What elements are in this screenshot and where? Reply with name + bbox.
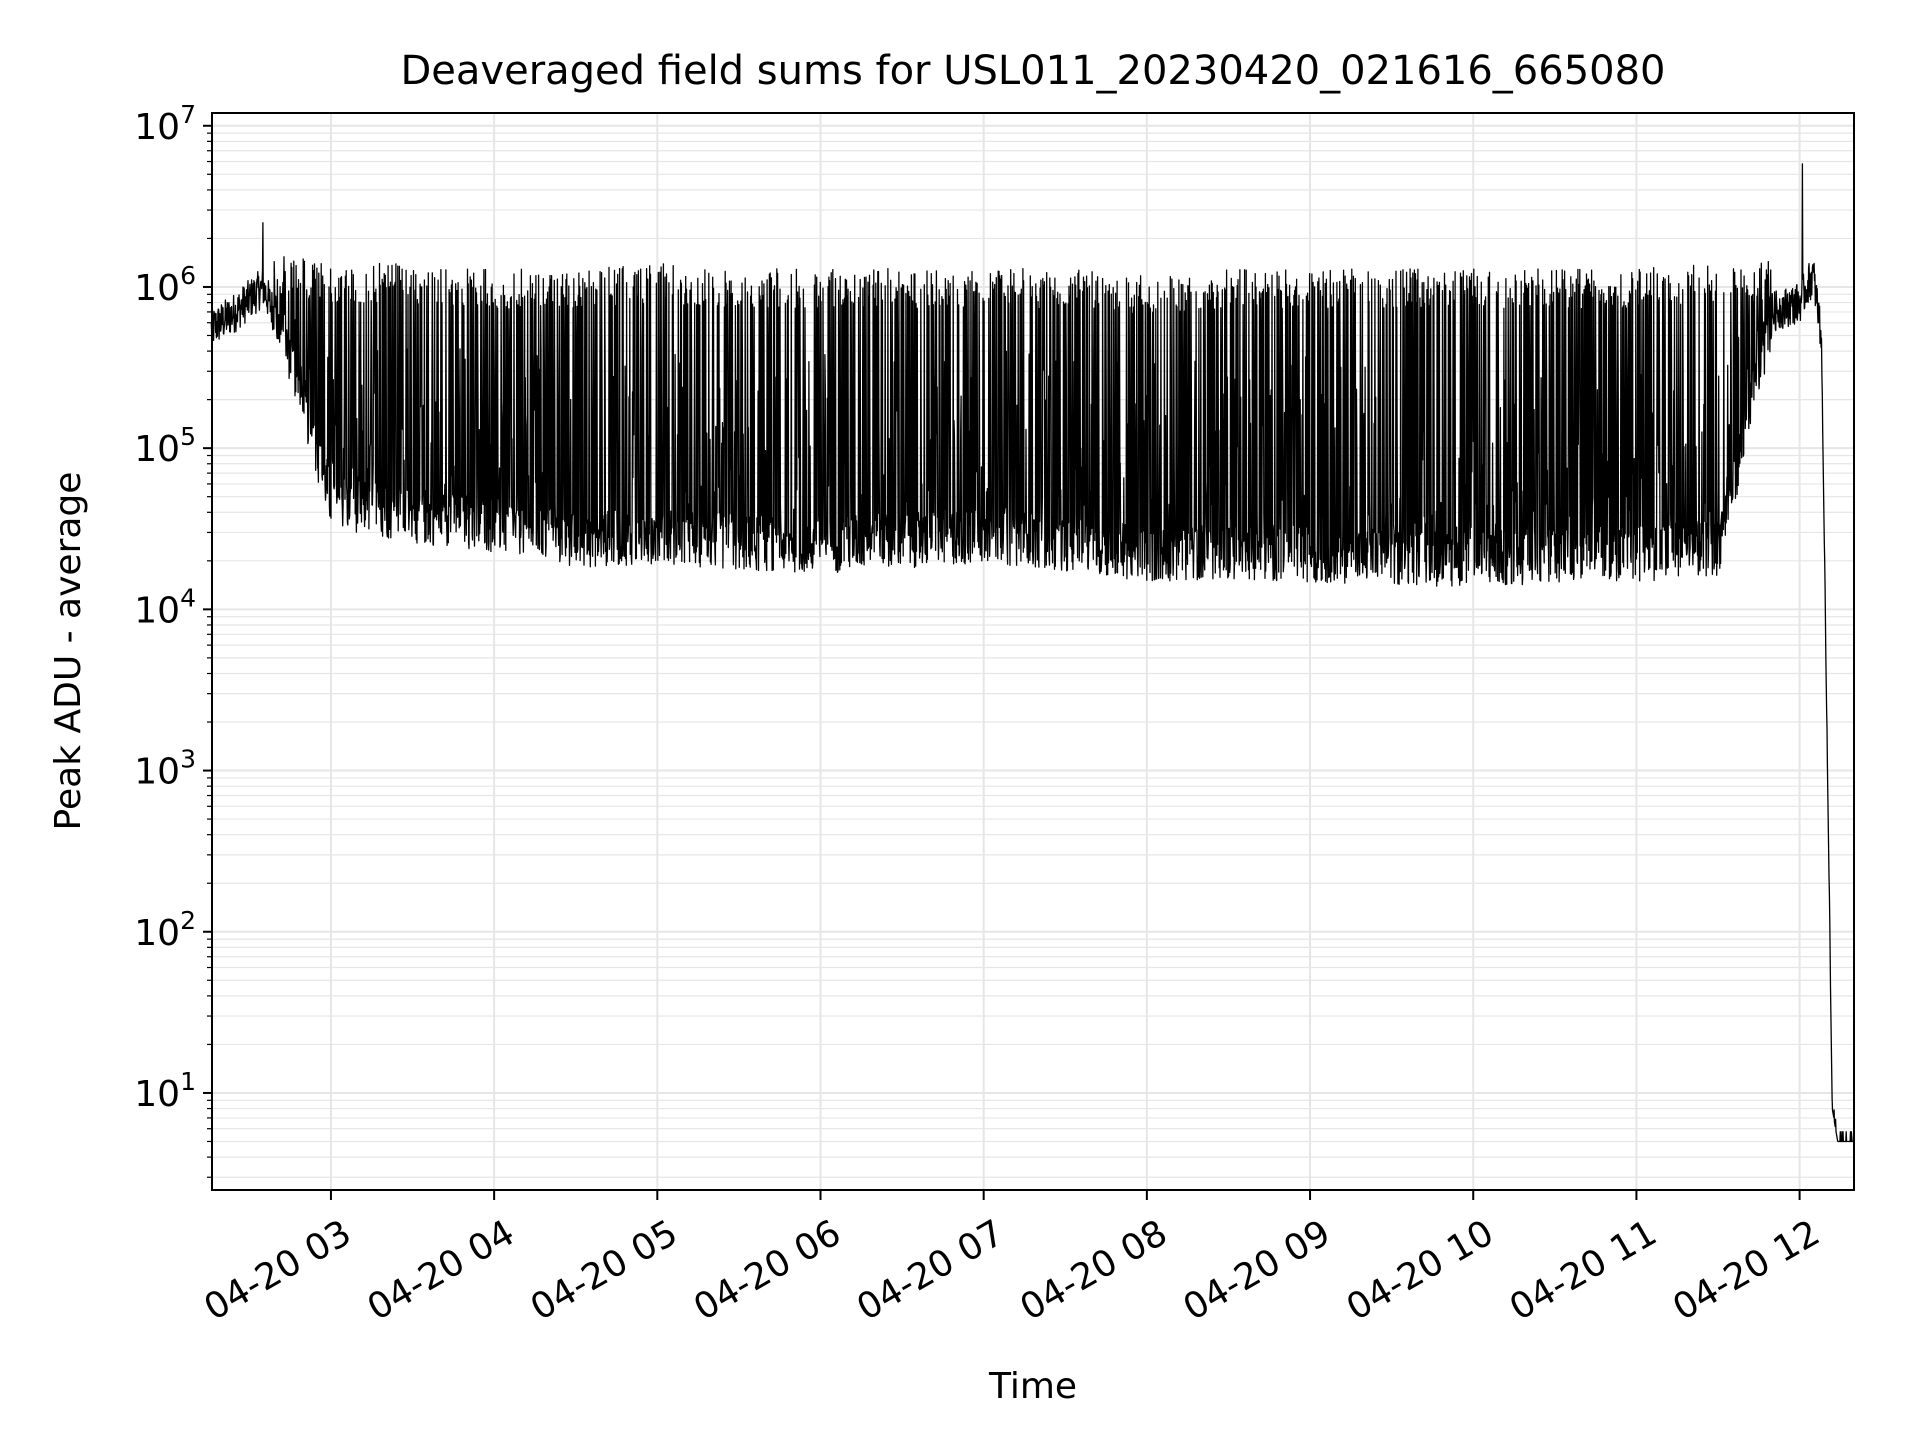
- series-line: [210, 163, 1855, 1143]
- y-axis-label: Peak ADU - average: [48, 472, 89, 831]
- plot-area-frame: [211, 112, 1855, 1191]
- y-tick-label: 102: [134, 906, 196, 954]
- y-tick-label: 107: [134, 100, 196, 148]
- y-tick-label: 101: [134, 1067, 196, 1115]
- chart-title: Deaveraged field sums for USL011_2023042…: [401, 48, 1666, 94]
- y-tick-label: 103: [134, 745, 196, 793]
- y-tick-label: 106: [134, 261, 196, 309]
- y-axis: 101 102 103 104 105 106 107: [134, 100, 212, 1178]
- series-layer: [210, 163, 1855, 1143]
- y-tick-label: 105: [134, 422, 196, 470]
- y-tick-label: 104: [134, 583, 196, 631]
- x-axis-label: Time: [988, 1366, 1077, 1407]
